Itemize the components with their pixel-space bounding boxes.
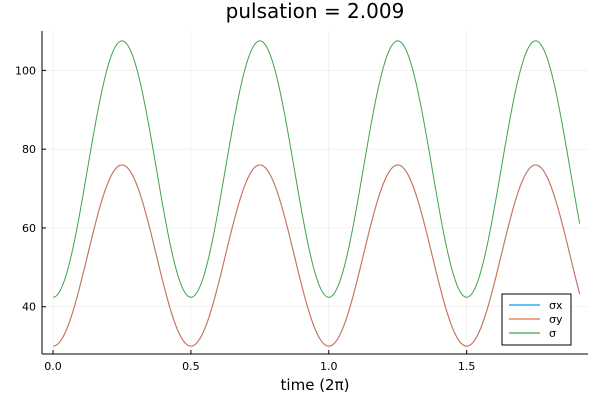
y-tick-label: 40 xyxy=(22,301,36,314)
y-tick-label: 60 xyxy=(22,222,36,235)
x-tick-label: 1.0 xyxy=(320,360,338,373)
series-lines xyxy=(52,40,581,347)
chart-title: pulsation = 2.009 xyxy=(226,0,405,23)
y-tick-label: 80 xyxy=(22,143,36,156)
axes xyxy=(41,31,588,355)
legend-label-1: σx xyxy=(549,299,563,312)
legend-label-2: σy xyxy=(549,313,563,326)
y-tick-label: 100 xyxy=(15,64,36,77)
x-tick-label: 0.5 xyxy=(182,360,200,373)
grid xyxy=(42,31,588,354)
series-line-3 xyxy=(52,40,581,298)
x-axis-label: time (2π) xyxy=(281,376,350,394)
x-tick-label: 0.0 xyxy=(44,360,62,373)
legend-label-3: σ xyxy=(549,327,556,340)
x-tick-label: 1.5 xyxy=(458,360,476,373)
series-line-2 xyxy=(52,164,581,347)
tick-labels: 0.0 0.5 1.0 1.5 40 60 80 100 xyxy=(15,64,475,373)
